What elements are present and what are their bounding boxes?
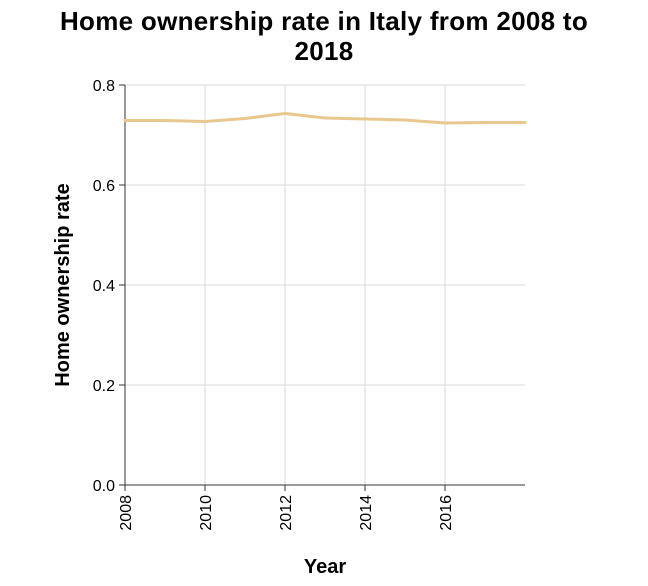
- y-tick-label: 0.8: [93, 78, 115, 95]
- chart-title-line-2: 2018: [294, 36, 354, 66]
- axes: [119, 84, 525, 491]
- x-tick-label: 2010: [198, 495, 215, 531]
- chart-title-line-1: Home ownership rate in Italy from 2008 t…: [59, 6, 589, 36]
- grid: [124, 84, 525, 486]
- series-line: [123, 112, 527, 125]
- series-layer: [123, 112, 527, 125]
- chart-title: Home ownership rate in Italy from 2008 t…: [0, 6, 648, 66]
- x-axis-label: Year: [304, 556, 346, 578]
- x-tick-label: 2016: [438, 495, 455, 531]
- x-tick-label: 2012: [278, 495, 295, 531]
- y-tick-label: 0.6: [93, 178, 115, 195]
- y-tick-label: 0.4: [93, 278, 115, 295]
- x-tick-label: 2014: [358, 495, 375, 531]
- x-tick-label: 2008: [118, 495, 135, 531]
- tick-labels: 0.0 0.2 0.4 0.6 0.8 2008 2010 2012 2014 2016: [93, 78, 455, 531]
- y-tick-label: 0.2: [93, 378, 115, 395]
- y-tick-label: 0.0: [93, 478, 115, 495]
- y-axis-label: Home ownership rate: [52, 183, 74, 386]
